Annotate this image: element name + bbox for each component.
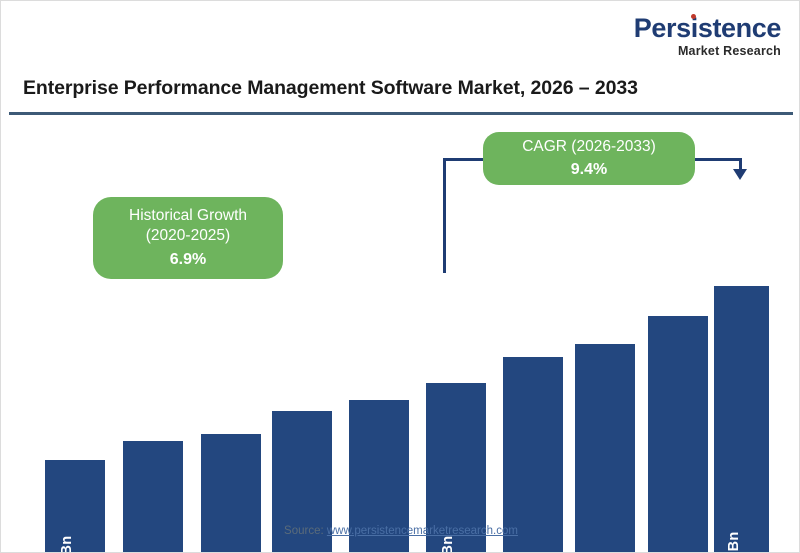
cagr-connector-right	[739, 158, 742, 172]
source-link[interactable]: www.persistencemarketresearch.com	[326, 525, 518, 537]
historical-growth-callout: Historical Growth (2020-2025) 6.9%	[93, 197, 283, 279]
bar-2022[interactable]	[201, 434, 261, 552]
historical-growth-line2: (2020-2025)	[145, 227, 231, 245]
historical-growth-line1: Historical Growth	[129, 206, 247, 224]
bar-2033[interactable]: US$ 14.7 Bn	[714, 286, 769, 552]
cagr-callout: CAGR (2026-2033) 9.4%	[483, 132, 695, 185]
source-note: Source: www.persistencemarketresearch.co…	[1, 525, 799, 537]
logo-dot-icon	[690, 14, 696, 19]
bar-2025[interactable]	[349, 400, 409, 552]
bar-2029[interactable]	[575, 344, 635, 552]
bar-2026[interactable]: US$ 7.9 Bn	[426, 383, 486, 552]
title-divider	[9, 112, 793, 115]
cagr-arrow-icon	[733, 169, 747, 180]
bar-label-2026: US$ 7.9 Bn	[440, 536, 456, 552]
bar-2021[interactable]	[123, 441, 183, 552]
logo-brand-label: Persistence	[633, 13, 782, 43]
bar-2020[interactable]: US$ 5.2 Bn	[45, 460, 105, 552]
bar-2027[interactable]	[503, 357, 563, 552]
logo-tagline: Market Research	[677, 44, 781, 58]
company-logo: Persistence Market Research	[633, 13, 782, 58]
bar-2024[interactable]	[272, 411, 332, 552]
chart-plot-area: US$ 5.2 Bn US$ 7.9 Bn US$ 14.7 Bn 2020 2…	[1, 113, 799, 552]
logo-brand-text: Persistence	[633, 13, 782, 43]
source-prefix: Source:	[284, 525, 327, 537]
cagr-connector-left	[443, 158, 446, 273]
bar-label-2020: US$ 5.2 Bn	[59, 536, 75, 552]
cagr-line1: CAGR (2026-2033)	[522, 137, 656, 155]
historical-growth-value: 6.9%	[169, 250, 207, 268]
bar-2031[interactable]	[648, 316, 708, 552]
page-title: Enterprise Performance Management Softwa…	[23, 77, 638, 99]
cagr-value: 9.4%	[570, 161, 608, 179]
